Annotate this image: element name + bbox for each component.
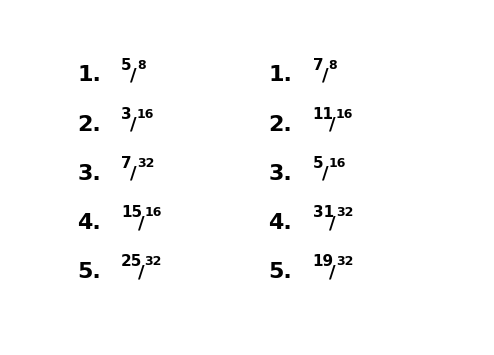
Text: 16: 16 xyxy=(336,108,353,121)
Text: 8: 8 xyxy=(137,59,145,71)
Text: 16: 16 xyxy=(137,108,154,121)
Text: 11: 11 xyxy=(313,107,333,122)
Text: 5: 5 xyxy=(121,58,132,72)
Text: 25: 25 xyxy=(121,254,142,269)
Text: /: / xyxy=(130,116,137,133)
Text: 16: 16 xyxy=(144,206,162,219)
Text: 5: 5 xyxy=(313,156,323,171)
Text: 8: 8 xyxy=(328,59,337,71)
Text: 7: 7 xyxy=(313,58,323,72)
Text: 1.: 1. xyxy=(77,65,101,86)
Text: 32: 32 xyxy=(336,255,353,268)
Text: /: / xyxy=(130,66,137,84)
Text: /: / xyxy=(329,116,336,133)
Text: 19: 19 xyxy=(313,254,333,269)
Text: /: / xyxy=(130,165,137,183)
Text: 4.: 4. xyxy=(269,213,292,233)
Text: 32: 32 xyxy=(137,157,154,170)
Text: /: / xyxy=(138,263,145,281)
Text: 5.: 5. xyxy=(269,262,292,282)
Text: /: / xyxy=(322,165,329,183)
Text: 7: 7 xyxy=(121,156,132,171)
Text: 1.: 1. xyxy=(269,65,292,86)
Text: 3: 3 xyxy=(121,107,132,122)
Text: 16: 16 xyxy=(328,157,346,170)
Text: 32: 32 xyxy=(336,206,353,219)
Text: /: / xyxy=(329,214,336,232)
Text: 15: 15 xyxy=(121,205,142,220)
Text: 3.: 3. xyxy=(77,164,101,184)
Text: 3.: 3. xyxy=(269,164,292,184)
Text: 5.: 5. xyxy=(77,262,101,282)
Text: /: / xyxy=(322,66,329,84)
Text: 32: 32 xyxy=(144,255,162,268)
Text: 31: 31 xyxy=(313,205,333,220)
Text: 4.: 4. xyxy=(77,213,101,233)
Text: 2.: 2. xyxy=(77,115,101,135)
Text: /: / xyxy=(329,263,336,281)
Text: 2.: 2. xyxy=(269,115,292,135)
Text: /: / xyxy=(138,214,145,232)
